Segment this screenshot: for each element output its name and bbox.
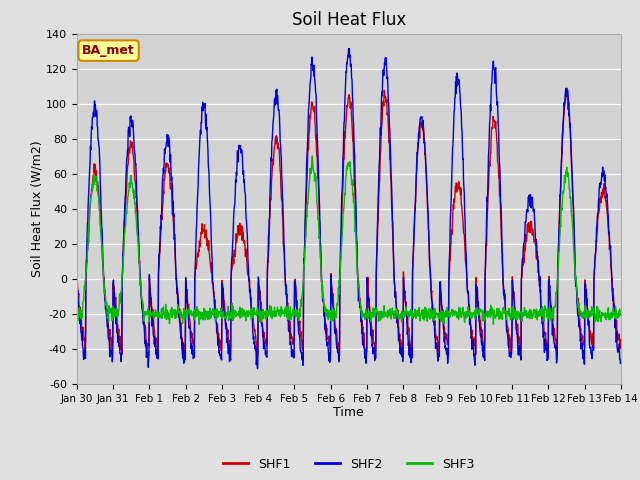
Text: BA_met: BA_met [82,44,135,57]
SHF3 [194,313,202,319]
SHF3 [553,286,561,292]
SHF3 [490,322,497,327]
SHF3 [255,309,262,314]
Title: Soil Heat Flux: Soil Heat Flux [292,11,406,29]
SHF3 [73,315,81,321]
SHF1 [505,343,513,349]
SHF1 [73,281,81,287]
SHF2 [617,360,625,365]
Y-axis label: Soil Heat Flux (W/m2): Soil Heat Flux (W/m2) [30,141,43,277]
SHF3 [434,311,442,317]
SHF3 [308,153,316,159]
SHF2 [194,189,202,195]
SHF3 [180,309,188,315]
X-axis label: Time: Time [333,407,364,420]
SHF1 [617,346,625,351]
SHF2 [553,357,561,362]
SHF2 [255,287,263,293]
SHF2 [346,46,353,51]
SHF2 [253,366,261,372]
Line: SHF3: SHF3 [77,156,621,324]
SHF1 [180,345,188,351]
SHF2 [180,357,188,362]
SHF2 [434,358,442,364]
SHF3 [617,312,625,317]
SHF1 [553,348,561,354]
SHF1 [434,338,442,344]
SHF1 [194,254,202,260]
Line: SHF2: SHF2 [77,48,621,369]
SHF1 [563,85,571,91]
SHF2 [505,343,513,349]
Line: SHF1: SHF1 [77,88,621,356]
Legend: SHF1, SHF2, SHF3: SHF1, SHF2, SHF3 [218,453,480,476]
SHF1 [255,281,262,287]
SHF1 [362,353,369,359]
SHF3 [505,306,513,312]
SHF2 [73,283,81,289]
